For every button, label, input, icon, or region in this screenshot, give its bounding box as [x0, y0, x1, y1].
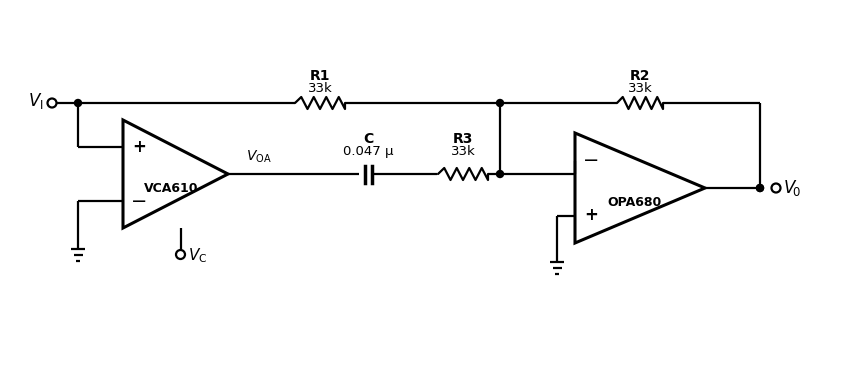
- Circle shape: [757, 184, 764, 192]
- Text: $V_{\mathrm{OA}}$: $V_{\mathrm{OA}}$: [246, 149, 272, 165]
- Circle shape: [496, 99, 503, 106]
- Text: +: +: [584, 207, 598, 225]
- Text: $V_{\mathrm{C}}$: $V_{\mathrm{C}}$: [188, 247, 208, 265]
- Text: VCA610: VCA610: [144, 182, 199, 195]
- Text: −: −: [583, 151, 599, 170]
- Circle shape: [75, 99, 82, 106]
- Text: C: C: [363, 132, 373, 146]
- Text: 33k: 33k: [628, 82, 653, 95]
- Text: $V_{\mathrm{I}}$: $V_{\mathrm{I}}$: [28, 91, 44, 111]
- Text: 33k: 33k: [308, 82, 332, 95]
- Circle shape: [496, 170, 503, 177]
- Text: +: +: [132, 138, 146, 156]
- Text: 33k: 33k: [451, 145, 476, 158]
- Text: $V_{\!0}$: $V_{\!0}$: [783, 178, 802, 198]
- Text: R1: R1: [310, 69, 330, 83]
- Text: R3: R3: [453, 132, 473, 146]
- Text: −: −: [131, 192, 147, 210]
- Circle shape: [757, 184, 764, 192]
- Text: OPA680: OPA680: [608, 195, 662, 209]
- Text: R2: R2: [630, 69, 650, 83]
- Text: 0.047 μ: 0.047 μ: [343, 145, 393, 158]
